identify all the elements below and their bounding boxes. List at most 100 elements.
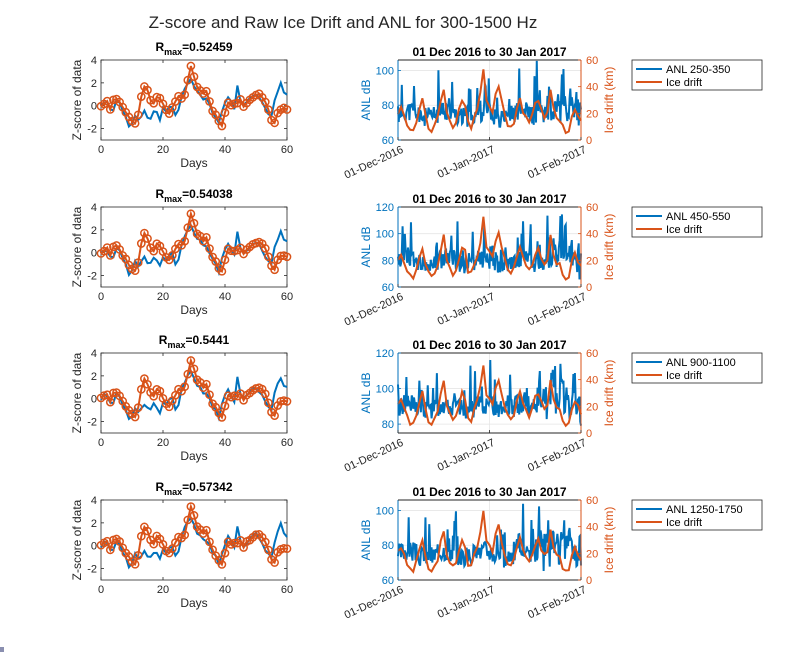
- anl-ylabel-left: ANL dB: [359, 520, 373, 561]
- corner-mark: [0, 647, 4, 652]
- zscore-series-2-marker: [143, 379, 152, 389]
- anl-xtick-label: 01-Dec-2016: [343, 291, 406, 329]
- anl-left-tick-label: 100: [376, 384, 394, 396]
- zscore-series-2-marker: [260, 97, 270, 107]
- zscore-series-2-marker: [282, 544, 292, 554]
- anl-right-tick-label: 40: [586, 229, 598, 241]
- zscore-ytick-label: 0: [91, 394, 97, 406]
- anl-ylabel-right: Ice drift (km): [602, 507, 616, 574]
- zscore-ytick-label: 0: [91, 541, 97, 553]
- zscore-series-2-marker: [180, 90, 190, 100]
- anl-xtick-label: 01-Feb-2017: [526, 584, 588, 622]
- anl-panel-3: 01 Dec 2016 to 30 Jan 2017 120 100 80 60 40 20…: [343, 338, 616, 475]
- zscore-series-2-marker: [226, 246, 236, 256]
- anl-right-tick-label: 20: [586, 255, 598, 267]
- zscore-series-2-marker: [102, 536, 112, 546]
- zscore-series-2-marker: [211, 257, 221, 266]
- zscore-series-2-marker: [282, 105, 292, 114]
- zscore-series-2-marker: [205, 537, 214, 547]
- zscore-series-2-marker: [130, 412, 140, 422]
- zscore-series-2-marker: [136, 92, 146, 101]
- zscore-ytick-label: -2: [87, 417, 97, 429]
- zscore-series-2-marker: [186, 356, 196, 365]
- zscore-series-2-marker: [276, 251, 286, 261]
- anl-panel-title: 01 Dec 2016 to 30 Jan 2017: [412, 338, 566, 352]
- zscore-series-2-marker: [189, 511, 199, 520]
- zscore-ytick-label: 4: [91, 495, 97, 507]
- zscore-series-2-marker: [260, 244, 270, 253]
- zscore-series-2-marker: [270, 265, 279, 275]
- anl-left-tick-label: 120: [376, 202, 394, 214]
- legend-label-anl: ANL 900-1100: [666, 357, 736, 369]
- anl-right-tick-label: 60: [586, 348, 598, 360]
- legend-label-anl: ANL 450-550: [666, 211, 730, 223]
- zscore-series-2-marker: [220, 255, 230, 265]
- anl-ylabel-right: Ice drift (km): [602, 360, 616, 427]
- zscore-series-2-marker: [202, 233, 211, 242]
- zscore-series-2-marker: [183, 75, 193, 85]
- zscore-series-2-marker: [143, 85, 152, 95]
- zscore-ytick-label: -2: [87, 124, 97, 136]
- zscore-series-2-marker: [180, 236, 190, 246]
- zscore-ytick-label: 2: [91, 225, 97, 237]
- zscore-xtick-label: 60: [281, 291, 293, 303]
- zscore-series-2-marker: [136, 385, 146, 394]
- zscore-series-2-marker: [217, 413, 227, 422]
- anl-panel-2: 01 Dec 2016 to 30 Jan 2017 120 100 80 60 60 40…: [343, 192, 616, 329]
- zscore-series-2-marker: [270, 558, 279, 567]
- zscore-series-2-marker: [205, 390, 214, 400]
- anl-xtick-label: 01-Jan-2017: [436, 584, 497, 621]
- zscore-xtick-label: 20: [157, 584, 169, 596]
- ice-drift-series-line: [397, 365, 582, 428]
- zscore-series-2-marker: [186, 61, 196, 71]
- zscore-series-2-marker: [264, 545, 273, 555]
- zscore-xtick-label: 0: [98, 437, 104, 449]
- legend-label-anl: ANL 250-350: [666, 64, 730, 76]
- zscore-series-2-marker: [105, 397, 115, 407]
- zscore-series-2-marker: [205, 244, 214, 253]
- zscore-series-2-marker: [133, 551, 143, 560]
- zscore-xtick-label: 20: [157, 144, 169, 156]
- zscore-series-2-marker: [260, 537, 270, 547]
- anl-ylabel-right: Ice drift (km): [602, 67, 616, 134]
- zscore-ytick-label: 4: [91, 348, 97, 360]
- anl-right-tick-label: 60: [586, 495, 598, 507]
- anl-right-tick-label: 20: [586, 548, 598, 560]
- anl-left-tick-label: 80: [382, 419, 394, 431]
- legend-box: [631, 352, 763, 384]
- ice-drift-series-line: [397, 69, 582, 135]
- legend-label-ice: Ice drift: [666, 370, 702, 382]
- zscore-series-2-marker: [260, 389, 270, 399]
- anl-ylabel-right: Ice drift (km): [602, 214, 616, 281]
- zscore-series-2-marker: [133, 403, 143, 412]
- zscore-xtick-label: 60: [281, 437, 293, 449]
- zscore-ylabel: Z-score of data: [70, 499, 84, 580]
- anl-left-tick-label: 60: [382, 135, 394, 147]
- zscore-ytick-label: 4: [91, 202, 97, 214]
- zscore-panel-title: Rmax=0.54038: [155, 187, 232, 204]
- zscore-series-2-marker: [189, 218, 199, 228]
- anl-xtick-label: 01-Jan-2017: [436, 291, 497, 328]
- zscore-series-2-marker: [189, 72, 199, 82]
- anl-right-tick-label: 40: [586, 375, 598, 387]
- anl-right-tick-label: 40: [586, 82, 598, 94]
- zscore-series-2-marker: [270, 411, 279, 421]
- zscore-series-2-marker: [105, 545, 115, 555]
- zscore-ytick-label: 2: [91, 78, 97, 90]
- zscore-series-2-marker: [217, 266, 227, 276]
- zscore-series-2-marker: [102, 243, 112, 252]
- anl-left-tick-label: 100: [376, 505, 394, 517]
- anl-right-tick-label: 0: [586, 428, 592, 440]
- anl-series-line: [397, 60, 582, 128]
- zscore-series-2-marker: [217, 121, 227, 131]
- zscore-xtick-label: 40: [219, 291, 231, 303]
- zscore-ylabel: Z-score of data: [70, 352, 84, 433]
- zscore-series-2-marker: [186, 502, 196, 511]
- zscore-series-2-marker: [105, 105, 115, 114]
- anl-right-tick-label: 60: [586, 55, 598, 67]
